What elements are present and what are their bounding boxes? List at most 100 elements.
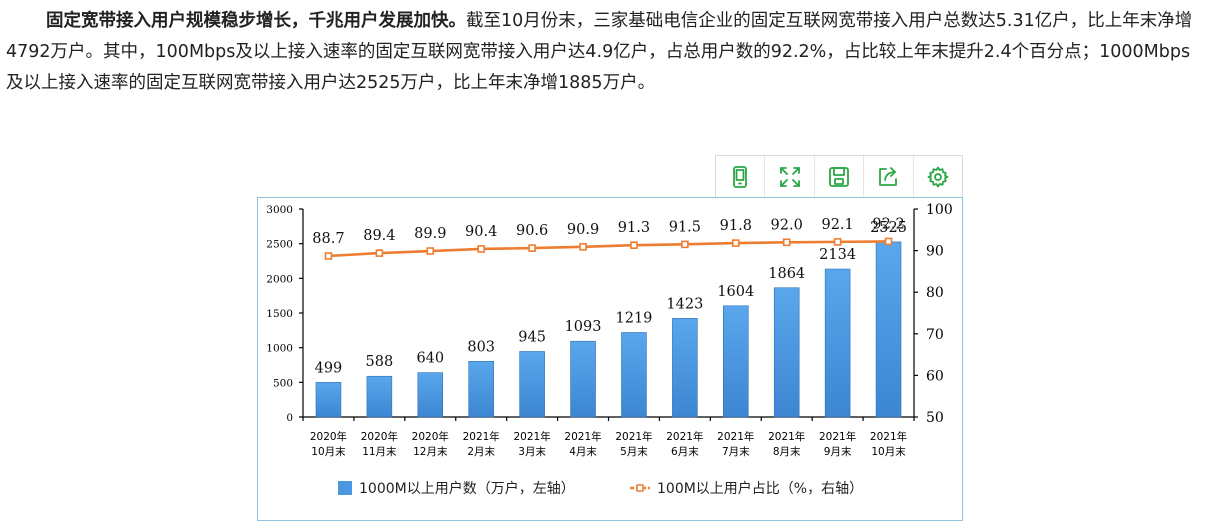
bar-value-label: 1864	[768, 266, 805, 282]
bar	[672, 318, 698, 418]
x-tick-label-month: 10月末	[311, 445, 346, 458]
line-value-label: 90.6	[516, 223, 548, 239]
bar-value-label: 2134	[819, 247, 856, 263]
bar-value-label: 1423	[666, 296, 703, 312]
x-tick-label-year: 2021年	[870, 430, 907, 443]
x-tick-label-month: 6月末	[671, 445, 699, 458]
line-value-label: 92.1	[821, 217, 853, 233]
x-tick-label-year: 2020年	[310, 430, 347, 443]
x-tick-label-year: 2021年	[564, 430, 601, 443]
share-icon	[879, 166, 898, 186]
line-marker	[375, 249, 384, 257]
article-lead: 固定宽带接入用户规模稳步增长，千兆用户发展加快。	[46, 11, 466, 31]
line-value-label: 92.0	[771, 217, 803, 233]
x-tick-label-month: 9月末	[824, 445, 852, 458]
y-right-tick-label: 60	[926, 368, 944, 384]
combo-chart: 0 500 1000 1500 2000 2500 3000 50 60 70 80 90 100 202…	[266, 202, 953, 497]
bar	[875, 241, 902, 418]
share-button[interactable]	[864, 156, 914, 197]
tablet-view-icon	[733, 165, 748, 188]
bar-value-label: 640	[416, 351, 444, 367]
y-left-tick-label: 0	[286, 412, 293, 424]
y-left-tick-label: 1500	[266, 308, 293, 320]
x-tick-label-month: 12月末	[413, 445, 448, 458]
article-paragraph: 固定宽带接入用户规模稳步增长，千兆用户发展加快。截至10月份末，三家基础电信企业…	[6, 6, 1202, 99]
legend-bar-label: 1000M以上用户数（万户，左轴）	[359, 480, 575, 497]
y-right-tick-label: 80	[926, 285, 944, 301]
fullscreen-icon	[779, 166, 800, 187]
y-right-tick-label: 100	[926, 202, 953, 218]
y-left-tick-label: 500	[273, 377, 293, 389]
bar	[621, 332, 647, 418]
x-tick-label-year: 2020年	[361, 430, 398, 443]
line-marker	[884, 237, 893, 246]
bar-value-label: 803	[467, 339, 495, 355]
tablet-view-button[interactable]	[716, 156, 766, 197]
fullscreen-button[interactable]	[765, 156, 815, 197]
line-value-label: 89.4	[363, 228, 395, 244]
line-marker	[528, 244, 536, 252]
y-left-tick-label: 2500	[266, 239, 293, 251]
x-tick-label-year: 2020年	[412, 430, 449, 443]
line-marker	[426, 247, 435, 255]
bar-value-label: 2525	[870, 220, 907, 236]
x-tick-label-year: 2021年	[768, 430, 805, 443]
line-marker	[630, 241, 638, 249]
save-image-icon	[829, 166, 849, 187]
bar	[366, 375, 393, 418]
bar-value-label: 499	[315, 360, 343, 376]
bar	[773, 287, 800, 418]
bar	[824, 268, 851, 418]
y-right-tick-label: 90	[926, 244, 944, 260]
line-value-label: 88.7	[312, 231, 344, 247]
line-value-label: 90.4	[465, 224, 497, 240]
line-value-label: 90.9	[567, 222, 599, 238]
line-marker	[681, 240, 689, 249]
line-value-label: 91.3	[618, 220, 650, 236]
line-value-label: 91.5	[669, 219, 701, 235]
legend-bar-swatch	[338, 481, 352, 495]
line-value-label: 92.2	[872, 216, 904, 232]
x-tick-label-month: 4月末	[569, 445, 597, 458]
x-tick-label-month: 11月末	[362, 445, 397, 458]
x-tick-label-month: 3月末	[518, 445, 546, 458]
x-tick-label-year: 2021年	[819, 430, 856, 443]
settings-icon	[927, 166, 949, 187]
y-left-tick-label: 2000	[266, 273, 293, 285]
x-tick-label-year: 2021年	[666, 430, 703, 443]
x-tick-label-month: 8月末	[773, 445, 801, 458]
legend-line-label: 100M以上用户占比（%，右轴）	[657, 480, 863, 497]
settings-button[interactable]	[914, 156, 962, 197]
x-tick-label-month: 5月末	[620, 445, 648, 458]
line-marker	[782, 238, 791, 247]
bar	[417, 372, 444, 418]
x-tick-label-year: 2021年	[615, 430, 652, 443]
line-marker	[579, 243, 587, 251]
line-series	[328, 240, 889, 258]
y-left-tick-label: 3000	[266, 204, 293, 216]
bar-value-label: 945	[518, 329, 546, 345]
y-right-tick-label: 70	[926, 327, 944, 343]
bar	[468, 361, 494, 418]
bar	[570, 340, 596, 418]
x-tick-label-month: 7月末	[722, 445, 750, 458]
x-tick-label-year: 2021年	[717, 430, 754, 443]
line-marker	[324, 252, 333, 260]
bar-value-label: 1093	[565, 319, 602, 335]
line-value-label: 91.8	[720, 218, 752, 234]
bar-value-label: 1219	[616, 310, 653, 326]
bar-value-label: 1604	[717, 284, 754, 300]
y-right-tick-label: 50	[926, 410, 944, 426]
bar	[723, 305, 749, 418]
x-tick-label-month: 10月末	[871, 445, 906, 458]
x-tick-label-year: 2021年	[463, 430, 500, 443]
y-left-tick-label: 1000	[266, 343, 293, 355]
line-marker	[477, 245, 486, 253]
line-marker	[731, 239, 740, 247]
chart-container: 0 500 1000 1500 2000 2500 3000 50 60 70 80 90 100 202…	[257, 197, 963, 521]
save-image-button[interactable]	[815, 156, 865, 197]
article-body: 截至10月份末，三家基础电信企业的固定互联网宽带接入用户总数达5.31亿户，比上…	[6, 11, 1193, 93]
bar-value-label: 588	[366, 354, 394, 370]
legend-line-marker	[636, 484, 644, 492]
chart-toolbox	[715, 155, 963, 198]
